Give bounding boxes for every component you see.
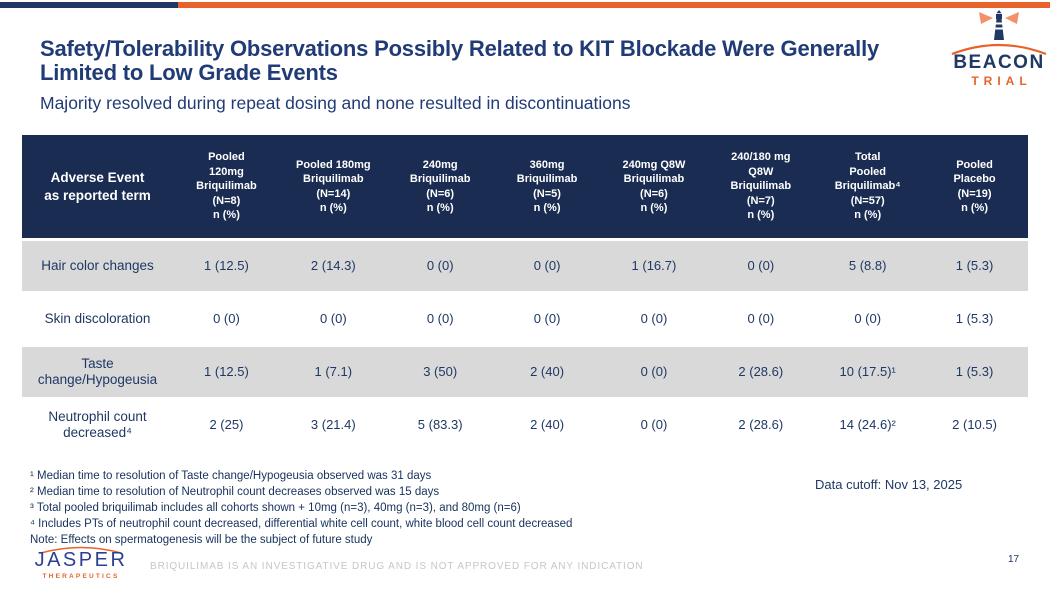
footnote-note: Note: Effects on spermatogenesis will be… [30, 534, 373, 546]
footnote-1: ¹ Median time to resolution of Taste cha… [30, 470, 432, 482]
page-number: 17 [1008, 554, 1020, 565]
footnotes-block: ¹ Median time to resolution of Taste cha… [30, 468, 572, 548]
table-cell: 2 (28.6) [738, 417, 784, 432]
jasper-logo-text: JASPER [34, 549, 128, 571]
jasper-therapeutics-logo: JASPER THERAPEUTICS [34, 544, 128, 580]
adverse-events-table: Adverse Event as reported term Pooled 12… [22, 135, 1028, 450]
table-cell: 2 (10.5) [952, 417, 997, 432]
table-cell: 0 (0) [640, 417, 668, 432]
table-cell: 1 (12.5) [204, 364, 249, 379]
table-cell: 5 (8.8) [848, 258, 887, 273]
beacon-arc-swoosh [951, 43, 1047, 55]
table-header-row: Adverse Event as reported term Pooled 12… [22, 135, 1028, 238]
beacon-trial-text: TRIAL [971, 74, 1032, 88]
top-accent-bar [0, 2, 1050, 8]
table-cell: 2 (25) [209, 417, 244, 432]
table-cell: 1 (12.5) [204, 258, 249, 273]
table-cell: 10 (17.5)¹ [839, 364, 896, 379]
slide-subtitle: Majority resolved during repeat dosing a… [40, 93, 631, 113]
row-label: Skin discoloration [44, 311, 151, 326]
table-cell: 1 (5.3) [955, 311, 994, 326]
table-cell: 1 (7.1) [314, 364, 353, 379]
row-label: Hair color changes [41, 258, 154, 273]
column-header-360mg: 360mg Briquilimab (N=5) n (%) [516, 158, 578, 215]
table-cell: 3 (21.4) [310, 417, 356, 432]
footnote-4: ⁴ Includes PTs of neutrophil count decre… [30, 518, 573, 530]
table-cell: 1 (5.3) [955, 364, 994, 379]
slide-title: Safety/Tolerability Observations Possibl… [40, 37, 879, 84]
table-row-skin-discoloration: Skin discoloration 0 (0) 0 (0) 0 (0) 0 (… [22, 294, 1028, 344]
table-cell: 0 (0) [533, 258, 561, 273]
footnote-3: ³ Total pooled briquilimab includes all … [30, 502, 521, 514]
top-bar-orange-segment [178, 2, 1050, 8]
investigative-drug-disclaimer: BRIQUILIMAB IS AN INVESTIGATIVE DRUG AND… [150, 561, 644, 572]
table-cell: 5 (83.3) [417, 417, 463, 432]
row-label: Neutrophil count decreased⁴ [48, 409, 147, 440]
column-header-pooled-120mg: Pooled 120mg Briquilimab (N=8) n (%) [196, 151, 257, 222]
table-cell: 0 (0) [426, 311, 454, 326]
beacon-logo-text: BEACON [953, 52, 1045, 73]
beacon-trial-logo: BEACON TRIAL [950, 10, 1048, 88]
table-cell: 0 (0) [533, 311, 561, 326]
jasper-arc [40, 546, 122, 554]
table-cell: 2 (40) [530, 417, 565, 432]
table-cell: 1 (5.3) [955, 258, 994, 273]
top-bar-navy-segment [0, 2, 178, 8]
column-header-240mg-q8w: 240mg Q8W Briquilimab (N=6) n (%) [622, 158, 686, 215]
table-cell: 2 (40) [530, 364, 565, 379]
table-cell: 0 (0) [640, 311, 668, 326]
jasper-therapeutics-text: THERAPEUTICS [42, 573, 120, 580]
table-cell: 14 (24.6)² [839, 417, 896, 432]
data-cutoff-label: Data cutoff: Nov 13, 2025 [815, 477, 963, 492]
table-cell: 0 (0) [426, 258, 454, 273]
table-cell: 0 (0) [640, 364, 668, 379]
column-header-240mg: 240mg Briquilimab (N=6) n (%) [409, 158, 471, 215]
table-row-hair-color-changes: Hair color changes 1 (12.5) 2 (14.3) 0 (… [22, 241, 1028, 291]
column-header-total-pooled: Total Pooled Briquilimab⁴ (N=57) n (%) [834, 151, 901, 222]
table-cell: 1 (16.7) [631, 258, 677, 273]
table-cell: 0 (0) [213, 311, 240, 326]
table-cell: 0 (0) [747, 311, 775, 326]
column-header-pooled-180mg: Pooled 180mg Briquilimab (N=14) n (%) [296, 158, 371, 215]
column-header-pooled-placebo: Pooled Placebo (N=19) n (%) [953, 158, 996, 215]
slide-title-line2: Limited to Low Grade Events [40, 59, 338, 85]
table-cell: 2 (28.6) [738, 364, 784, 379]
table-row-taste-change: Taste change/Hypogeusia 1 (12.5) 1 (7.1)… [22, 347, 1028, 397]
lighthouse-icon [979, 10, 1019, 40]
footnote-2: ² Median time to resolution of Neutrophi… [30, 486, 440, 498]
table-cell: 2 (14.3) [310, 258, 356, 273]
row-label: Taste change/Hypogeusia [37, 356, 158, 387]
column-header-adverse-event: Adverse Event as reported term [44, 169, 151, 203]
column-header-240-180mg-q8w: 240/180 mg Q8W Briquilimab (N=7) n (%) [730, 151, 792, 222]
table-cell: 0 (0) [854, 311, 882, 326]
slide-title-line1: Safety/Tolerability Observations Possibl… [40, 36, 880, 61]
table-cell: 3 (50) [423, 364, 458, 379]
table-cell: 0 (0) [319, 311, 347, 326]
table-cell: 0 (0) [747, 258, 775, 273]
table-row-neutrophil-count: Neutrophil count decreased⁴ 2 (25) 3 (21… [22, 400, 1028, 450]
